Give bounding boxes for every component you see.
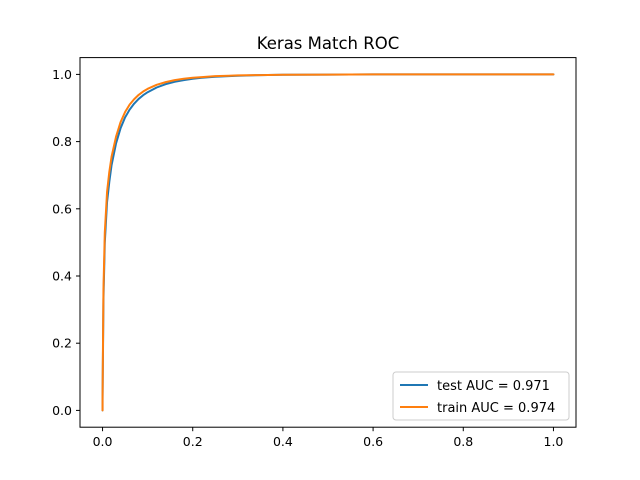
- legend: test AUC = 0.971 train AUC = 0.974: [392, 371, 570, 421]
- x-tick-label: 0.2: [183, 434, 203, 449]
- plot-area: [80, 57, 576, 428]
- legend-box: [392, 371, 570, 421]
- chart-title: Keras Match ROC: [257, 34, 399, 53]
- y-tick-label: 0.6: [52, 201, 72, 216]
- x-tick-label: 0.0: [93, 434, 113, 449]
- series-layer: [101, 73, 555, 412]
- x-tick-label: 1.0: [544, 434, 564, 449]
- series-line-train: [101, 73, 555, 412]
- y-axis: 0.0 0.2 0.4 0.6 0.8 1.0: [52, 67, 80, 418]
- y-tick-label: 0.8: [52, 134, 72, 149]
- y-tick-label: 0.2: [52, 336, 72, 351]
- y-tick-label: 1.0: [52, 67, 72, 82]
- axes-border: [79, 57, 577, 428]
- legend-label-test: test AUC = 0.971: [437, 379, 550, 394]
- x-axis: 0.0 0.2 0.4 0.6 0.8 1.0: [93, 427, 564, 449]
- y-tick-label: 0.4: [52, 269, 72, 284]
- x-tick-label: 0.8: [453, 434, 473, 449]
- axes-frame: [79, 57, 577, 428]
- y-tick-label: 0.0: [52, 403, 72, 418]
- legend-label-train: train AUC = 0.974: [437, 401, 555, 416]
- x-tick-label: 0.4: [273, 434, 293, 449]
- axes-background: [80, 57, 576, 428]
- x-tick-label: 0.6: [363, 434, 383, 449]
